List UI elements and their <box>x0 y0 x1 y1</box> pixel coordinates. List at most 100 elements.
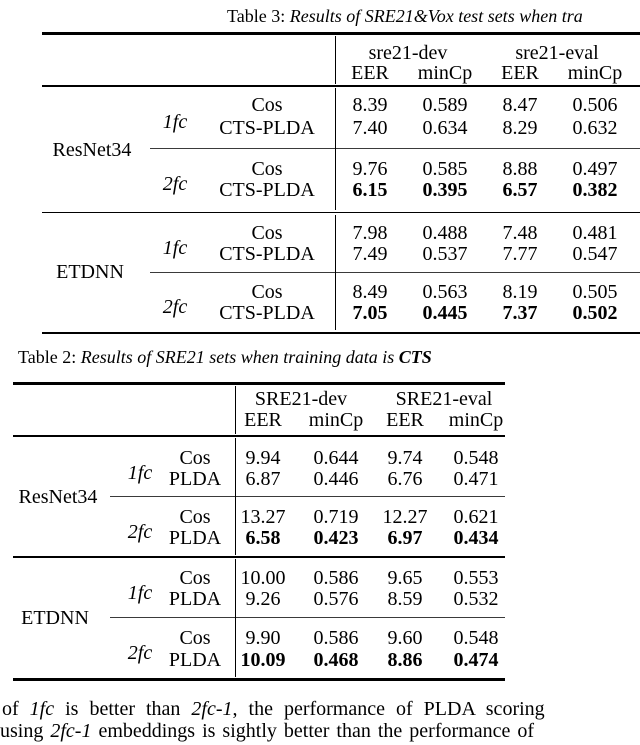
table3-value: 9.76 <box>352 158 388 180</box>
table2-colhead-mincp-eval: minCp <box>448 409 504 431</box>
table3-value-best: 0.445 <box>422 302 468 324</box>
body-text-run: using <box>0 720 51 742</box>
table2-fc-label: 1fc <box>127 462 153 484</box>
table3-model-resnet34: ResNet34 <box>52 139 132 161</box>
table2-value: 0.644 <box>313 447 359 469</box>
table3-scoring: Cos <box>251 94 283 116</box>
table2-value-best: 6.97 <box>387 527 423 549</box>
table2-value-best: 8.86 <box>387 649 423 671</box>
table3-value: 8.88 <box>502 158 538 180</box>
table2-scoring: Cos <box>179 567 211 589</box>
table2-scoring: Cos <box>179 506 211 528</box>
table3-value: 0.537 <box>422 243 468 265</box>
table3-value-best: 0.395 <box>422 179 468 201</box>
table3-value: 7.48 <box>502 222 538 244</box>
table2-model-resnet34: ResNet34 <box>18 486 98 508</box>
table2-value-best: 0.423 <box>313 527 359 549</box>
table3-value: 7.98 <box>352 222 388 244</box>
body-text-line1: of 1fc is better than 2fc-1, the perform… <box>2 699 545 719</box>
table3-colhead-mincp-dev: minCp <box>417 62 473 84</box>
table2-value: 6.87 <box>245 468 281 490</box>
table2-value-best: 0.434 <box>453 527 499 549</box>
table2-value: 0.532 <box>453 588 499 610</box>
table3-value: 0.547 <box>572 243 618 265</box>
table3-colhead-eer-eval: EER <box>501 62 539 84</box>
table3-value: 7.40 <box>352 117 388 139</box>
table2-scoring: PLDA <box>168 527 222 549</box>
table2-value: 8.59 <box>387 588 423 610</box>
table2-value: 12.27 <box>382 506 428 528</box>
table3-value-best: 6.57 <box>502 179 538 201</box>
table2-colhead-mincp-dev: minCp <box>308 409 364 431</box>
table2-value: 9.65 <box>387 567 423 589</box>
table3-value-best: 0.502 <box>572 302 618 324</box>
table2-header-rule <box>13 435 505 437</box>
table2-vline-block2 <box>235 559 237 677</box>
body-text-run: , the performance of PLDA scoring <box>232 698 545 720</box>
table2-caption-label: Table 2: <box>18 347 81 367</box>
table2-value: 0.548 <box>453 447 499 469</box>
body-text-run: is better than <box>54 698 192 720</box>
table3-value: 0.506 <box>572 94 618 116</box>
table3-scoring: CTS-PLDA <box>219 117 315 139</box>
table2-value-best: 6.58 <box>245 527 281 549</box>
table3-header-rule <box>42 85 640 87</box>
body-text-run-italic: 2fc-1 <box>50 720 92 742</box>
table3-scoring: Cos <box>251 158 283 180</box>
table2-value: 9.90 <box>245 627 281 649</box>
table3-vline-block1 <box>335 88 337 210</box>
table3-value: 8.19 <box>502 281 538 303</box>
table2-fc-label: 1fc <box>127 582 153 604</box>
table2-scoring: Cos <box>179 627 211 649</box>
table3-value: 7.49 <box>352 243 388 265</box>
table3-value: 0.632 <box>572 117 618 139</box>
table3-vline-block2 <box>335 215 337 330</box>
table2-fc-label: 2fc <box>127 521 153 543</box>
table3-section-rule <box>42 211 640 214</box>
table3-value: 0.505 <box>572 281 618 303</box>
table3-value: 0.497 <box>572 158 618 180</box>
table3-colgroup-dev: sre21-dev <box>368 42 448 64</box>
table2-colgroup-eval: SRE21-eval <box>395 388 493 410</box>
table3-scoring: CTS-PLDA <box>219 179 315 201</box>
table3-caption-label: Table 3: <box>227 6 290 26</box>
table3-scoring: Cos <box>251 281 283 303</box>
table2-value: 9.94 <box>245 447 281 469</box>
table2-vline-block1 <box>235 438 237 555</box>
table2-value: 9.74 <box>387 447 423 469</box>
table2-value-best: 10.09 <box>240 649 286 671</box>
table3-value: 0.563 <box>422 281 468 303</box>
table3-value: 0.589 <box>422 94 468 116</box>
table3-value-best: 6.15 <box>352 179 388 201</box>
table2-value: 9.26 <box>245 588 281 610</box>
table2-colhead-eer-eval: EER <box>386 409 424 431</box>
table2-top-rule <box>13 382 505 385</box>
table3-value: 8.49 <box>352 281 388 303</box>
table2-colgroup-dev: SRE21-dev <box>254 388 348 410</box>
table3-top-rule <box>42 32 640 35</box>
table2-section-rule <box>13 556 505 558</box>
table2-scoring: Cos <box>179 447 211 469</box>
table2-cmidrule-2 <box>110 617 505 619</box>
table2-scoring: PLDA <box>168 468 222 490</box>
table2-caption: Table 2: Results of SRE21 sets when trai… <box>18 348 432 366</box>
table3-value: 0.488 <box>422 222 468 244</box>
table2-vline-header <box>235 386 237 434</box>
body-text-line2: using 2fc-1 embeddings is sightly better… <box>0 721 534 741</box>
table3-scoring: Cos <box>251 222 283 244</box>
table3-caption-text: Results of SRE21&Vox test sets when tra <box>289 6 583 26</box>
table2-value-best: 0.468 <box>313 649 359 671</box>
table2-model-etdnn: ETDNN <box>21 607 89 629</box>
table3-scoring: CTS-PLDA <box>219 243 315 265</box>
table3-caption: Table 3: Results of SRE21&Vox test sets … <box>227 7 583 25</box>
table2-scoring: PLDA <box>168 649 222 671</box>
table2-value: 0.576 <box>313 588 359 610</box>
table3-colhead-mincp-eval: minCp <box>567 62 623 84</box>
body-text-run-italic: 1fc <box>29 698 55 720</box>
body-text-run-italic: 2fc-1 <box>191 698 233 720</box>
table2-value: 0.621 <box>453 506 499 528</box>
table2-value: 0.553 <box>453 567 499 589</box>
table2-value: 0.446 <box>313 468 359 490</box>
table2-caption-cts: CTS <box>398 347 432 367</box>
